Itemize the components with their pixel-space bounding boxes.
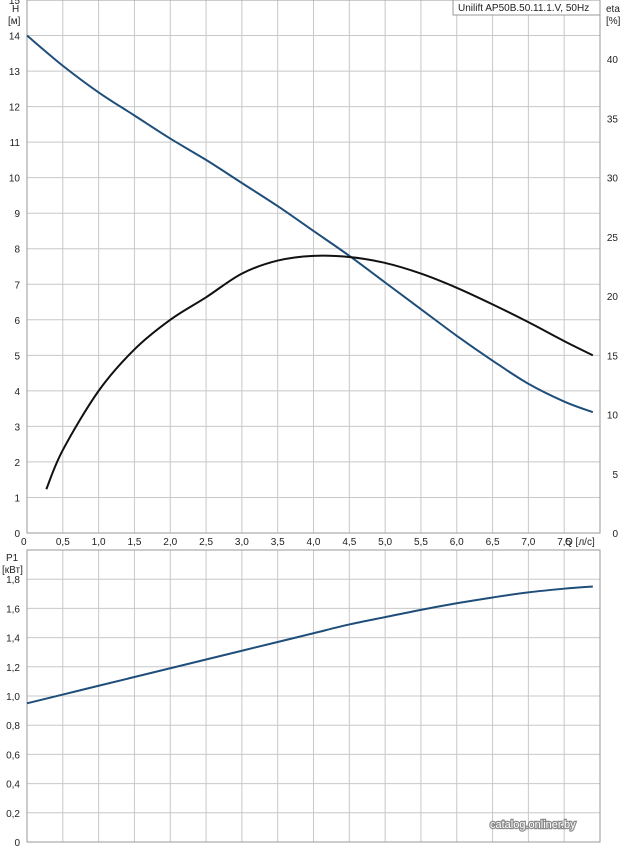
title-box — [452, 0, 601, 16]
h-tick-label: 7 — [14, 280, 20, 291]
h-axis-label: H — [12, 4, 19, 15]
h-tick-label: 5 — [14, 351, 20, 362]
upper-plot-frame — [26, 0, 601, 534]
head-curve-line — [26, 34, 594, 414]
p1-tick-label: 0,8 — [6, 721, 20, 732]
eta-tick-label: 5 — [612, 470, 618, 481]
p1-tick-labels: 0 0,2 0,4 0,6 0,8 1,0 1,2 1,4 1,6 1,8 — [6, 575, 20, 846]
h-tick-label: 4 — [14, 387, 20, 398]
head-efficiency-panel: 0 0,5 1,0 1,5 2,0 2,5 3,0 3,5 4,0 4,5 5,0 5,5 6,0 6,5… — [8, 0, 620, 548]
x-tick-label: 1,5 — [127, 537, 141, 548]
eta-tick-label: 20 — [607, 292, 619, 303]
h-tick-label: 10 — [9, 174, 21, 185]
x-tick-label: 7,5 — [557, 537, 571, 548]
h-tick-label: 0 — [14, 529, 20, 540]
x-tick-label: 4,0 — [307, 537, 321, 548]
x-tick-label: 3,0 — [235, 537, 249, 548]
h-tick-label: 8 — [14, 245, 20, 256]
p1-tick-label: 0 — [14, 838, 20, 846]
h-axis-unit: [м] — [8, 16, 21, 27]
p1-tick-label: 0,6 — [6, 750, 20, 761]
x-tick-label: 0 — [21, 537, 27, 548]
h-tick-label: 12 — [9, 103, 21, 114]
x-tick-label: 1,0 — [92, 537, 106, 548]
eta-tick-labels: 0 5 10 15 20 25 30 35 40 — [607, 55, 619, 540]
power-curve-line — [26, 585, 593, 705]
x-tick-label: 5,5 — [414, 537, 428, 548]
eta-axis-label: eta — [606, 4, 620, 15]
h-tick-label: 15 — [9, 0, 21, 7]
eta-tick-label: 40 — [607, 55, 619, 66]
h-tick-label: 3 — [14, 422, 20, 433]
h-tick-label: 9 — [14, 209, 20, 220]
x-tick-labels: 0 0,5 1,0 1,5 2,0 2,5 3,0 3,5 4,0 4,5 5,0 5,5 6,0 6,5… — [21, 537, 572, 548]
x-tick-label: 6,0 — [450, 537, 464, 548]
h-tick-label: 14 — [9, 32, 21, 43]
efficiency-curve-line — [45, 254, 594, 490]
eta-tick-label: 30 — [607, 174, 619, 185]
p1-axis-unit: [кВт] — [2, 565, 23, 576]
q-axis-label: Q [л/с] — [565, 537, 595, 548]
x-tick-label: 6,5 — [486, 537, 500, 548]
lower-grid — [27, 550, 600, 842]
h-tick-label: 13 — [9, 67, 21, 78]
p1-tick-label: 1,6 — [6, 604, 20, 615]
p1-tick-label: 0,4 — [6, 780, 20, 791]
h-tick-label: 11 — [10, 138, 21, 149]
upper-grid — [27, 0, 600, 533]
eta-tick-label: 0 — [612, 529, 618, 540]
x-tick-label: 3,5 — [271, 537, 285, 548]
p1-tick-label: 1,0 — [6, 692, 20, 703]
p1-tick-label: 1,2 — [6, 663, 20, 674]
eta-axis-unit: [%] — [606, 16, 620, 27]
p1-axis-label: P1 — [6, 553, 19, 564]
x-tick-label: 7,0 — [521, 537, 535, 548]
power-panel: 0 0,2 0,4 0,6 0,8 1,0 1,2 1,4 1,6 1,8 P1 [кВт] — [2, 549, 601, 846]
x-tick-label: 4,5 — [342, 537, 356, 548]
watermark: catalog.onliner.by — [490, 819, 576, 831]
x-tick-label: 2,0 — [163, 537, 177, 548]
h-tick-label: 2 — [14, 458, 20, 469]
eta-tick-label: 35 — [607, 114, 619, 125]
p1-tick-label: 1,4 — [6, 634, 20, 645]
x-tick-label: 2,5 — [199, 537, 213, 548]
p1-tick-label: 1,8 — [6, 575, 20, 586]
x-tick-label: 5,0 — [378, 537, 392, 548]
h-tick-label: 6 — [14, 316, 20, 327]
h-tick-label: 1 — [14, 493, 20, 504]
lower-plot-frame — [26, 549, 601, 843]
eta-tick-label: 25 — [607, 233, 619, 244]
p1-tick-label: 0,2 — [6, 809, 20, 820]
eta-tick-label: 10 — [607, 411, 619, 422]
chart-title: Unilift AP50B.50.11.1.V, 50Hz — [458, 3, 589, 14]
eta-tick-label: 15 — [607, 351, 619, 362]
x-tick-label: 0,5 — [56, 537, 70, 548]
